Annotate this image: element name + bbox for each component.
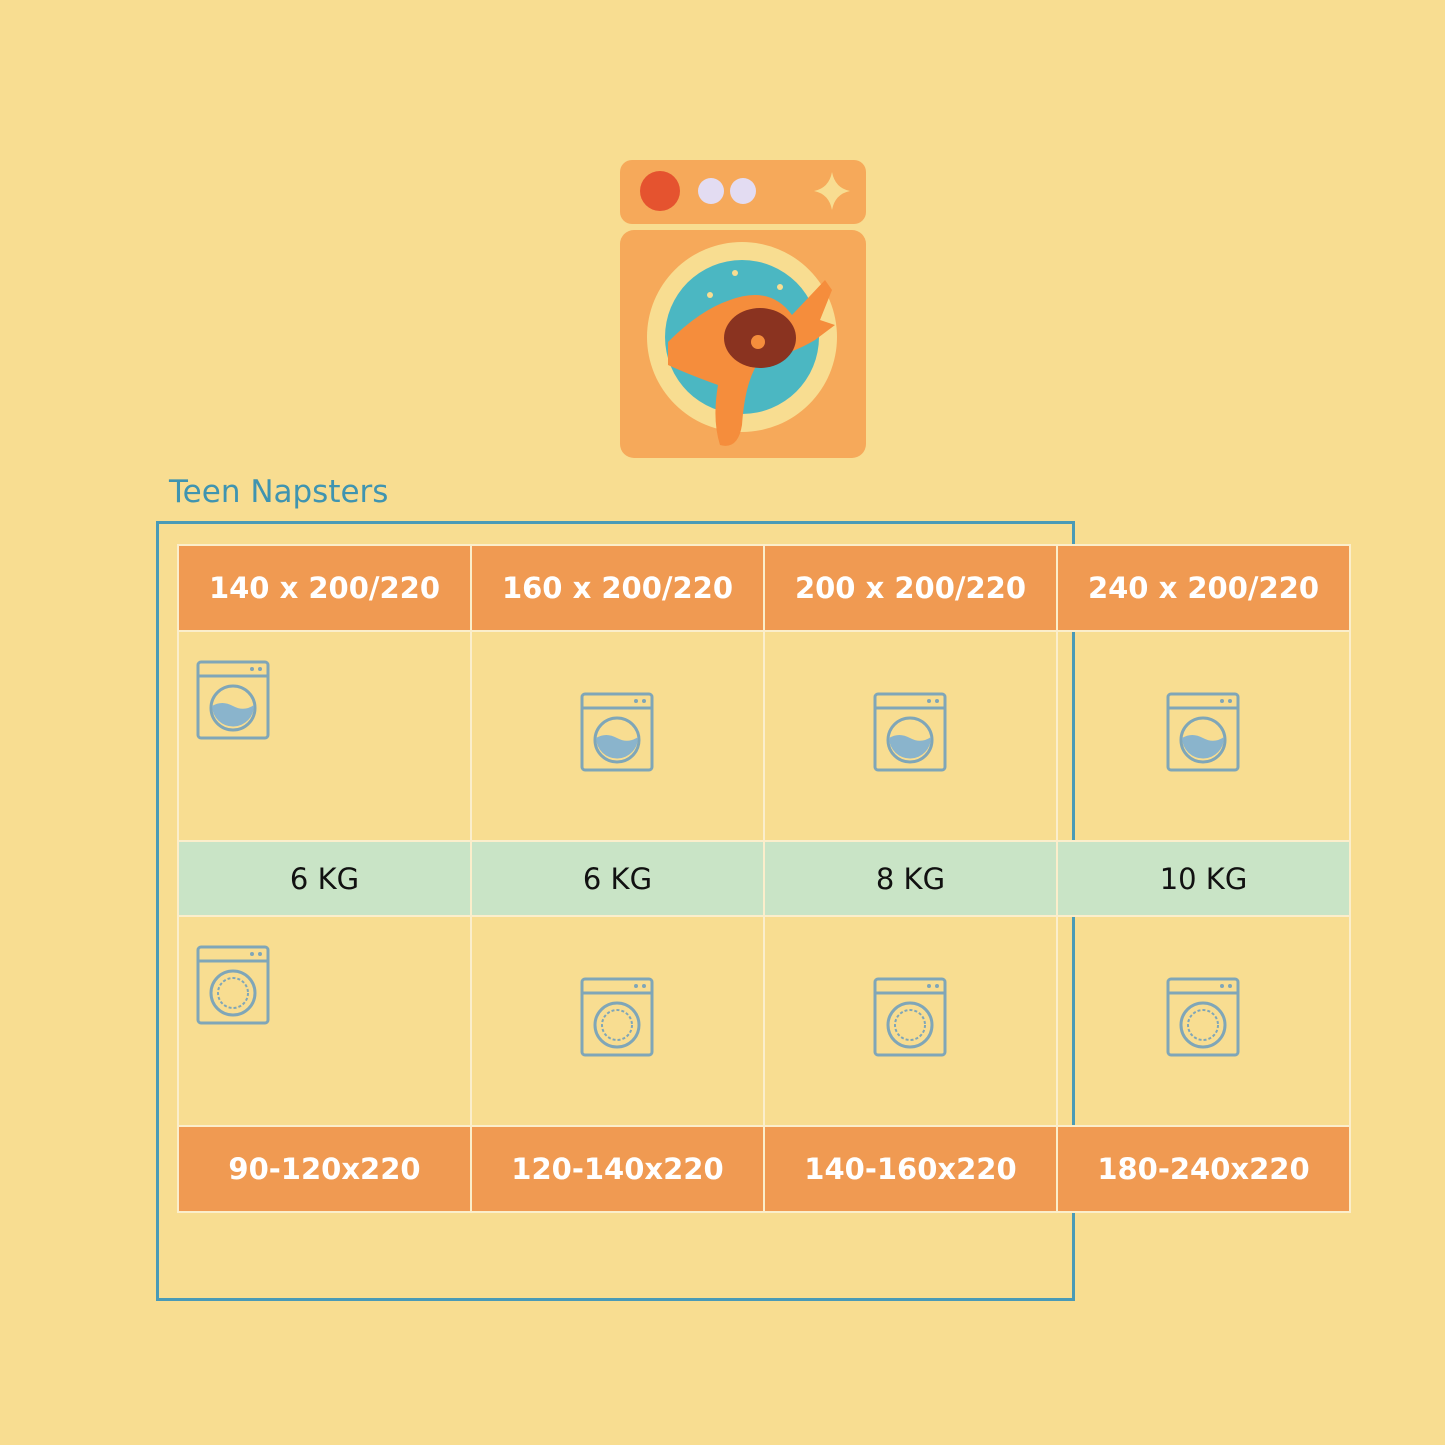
size-header: 200 x 200/220 [762,544,1058,632]
size-header: 140 x 200/220 [177,544,472,632]
footer-size: 180-240x220 [1055,1125,1352,1213]
icon-cell [1055,630,1352,842]
size-header: 160 x 200/220 [469,544,765,632]
washing-machine-water-icon [873,692,947,772]
washing-machine-water-icon [196,660,270,740]
washing-machine-water-icon [1166,692,1240,772]
footer-size: 90-120x220 [177,1125,472,1213]
footer-size: 140-160x220 [762,1125,1058,1213]
icon-cell [469,915,765,1127]
capacity-cell: 6 KG [177,840,472,917]
washing-machine-drum-icon [1166,977,1240,1057]
washing-machine-drum-icon [196,945,270,1025]
icon-cell [177,915,472,1127]
capacity-cell: 8 KG [762,840,1058,917]
capacity-cell: 10 KG [1055,840,1352,917]
icon-cell [469,630,765,842]
icon-cell [762,915,1058,1127]
washing-machine-water-icon [580,692,654,772]
icon-cell [177,630,472,842]
capacity-cell: 6 KG [469,840,765,917]
washing-machine-drum-icon [873,977,947,1057]
washing-machine-drum-icon [580,977,654,1057]
group-label: Teen Napsters [169,474,389,510]
size-header: 240 x 200/220 [1055,544,1352,632]
footer-size: 120-140x220 [469,1125,765,1213]
sloth-washing-machine-illustration [620,160,866,458]
icon-cell [1055,915,1352,1127]
icon-cell [762,630,1058,842]
size-table: 140 x 200/220 160 x 200/220 200 x 200/220 2… [177,544,1352,1213]
